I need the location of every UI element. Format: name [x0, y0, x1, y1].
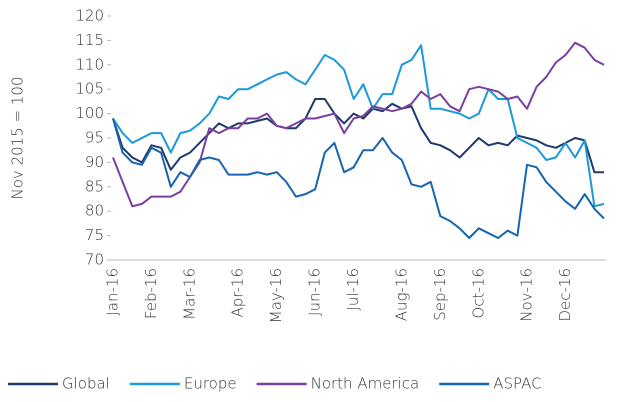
y-tick-label: 100 — [75, 104, 104, 122]
x-tick-label: Sep-16 — [431, 268, 449, 321]
series-line — [112, 44, 605, 208]
y-tick-label: 115 — [75, 31, 104, 49]
x-tick-label: Jun-16 — [306, 268, 324, 316]
y-tick-label: 120 — [75, 7, 104, 25]
y-tick-label: 85 — [85, 177, 104, 195]
series-line — [112, 118, 605, 239]
x-tick-label: Jan-16 — [104, 268, 122, 316]
legend-label: Global — [62, 375, 110, 393]
series-line — [112, 41, 605, 208]
x-tick-label: Mar-16 — [181, 268, 199, 320]
legend-label: ASPAC — [493, 375, 541, 393]
x-tick-label: Jul-16 — [344, 268, 362, 311]
y-tick-label: 70 — [85, 251, 104, 269]
legend-label: Europe — [184, 375, 237, 393]
x-tick-label: Oct-16 — [469, 268, 487, 318]
series-line — [112, 98, 604, 174]
y-tick-label: 105 — [75, 80, 104, 98]
y-tick-label: 95 — [85, 129, 104, 147]
x-tick-label: Feb-16 — [142, 268, 160, 319]
y-tick-label: 90 — [85, 153, 104, 171]
x-tick-label: May-16 — [267, 268, 285, 323]
y-tick-label: 75 — [85, 226, 104, 244]
x-tick-label: Apr-16 — [229, 268, 247, 318]
y-tick-label: 80 — [85, 202, 104, 220]
x-tick-label: Aug-16 — [392, 268, 410, 321]
y-axis-label: Nov 2015 = 100 — [9, 77, 27, 200]
legend-label: North America — [311, 375, 420, 393]
x-tick-label: Dec-16 — [556, 268, 574, 322]
y-tick-label: 110 — [75, 55, 104, 73]
x-tick-label: Nov-16 — [517, 268, 535, 322]
